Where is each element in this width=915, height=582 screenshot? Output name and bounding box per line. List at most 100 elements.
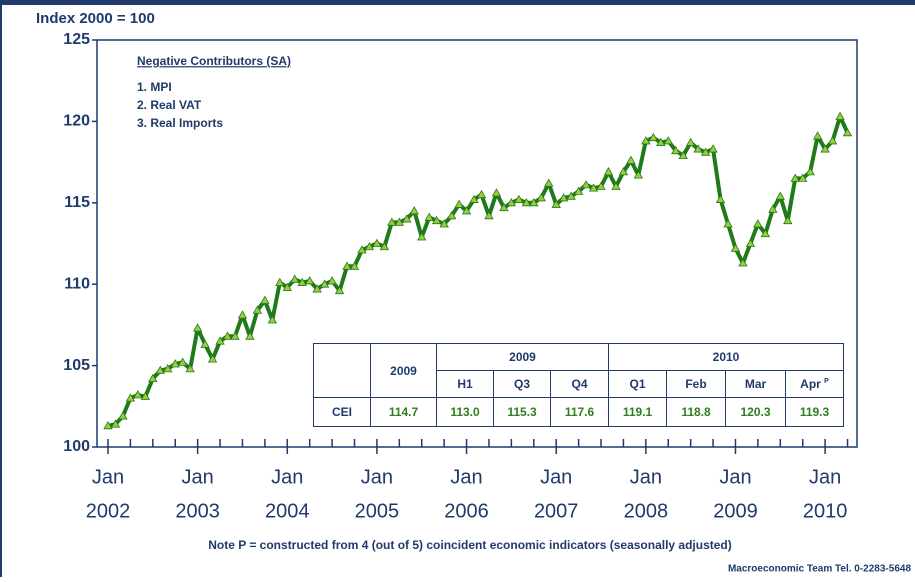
point-marker (155, 365, 165, 374)
point-marker (417, 232, 427, 241)
point-marker (499, 202, 509, 212)
point-marker (215, 336, 225, 345)
point-marker (678, 150, 688, 159)
point-marker (521, 197, 532, 207)
point-marker (745, 238, 756, 247)
point-marker (148, 373, 158, 383)
point-marker (827, 136, 838, 145)
point-marker (237, 310, 248, 319)
point-marker (760, 228, 771, 238)
y-tick-label: 125 (63, 31, 90, 48)
point-marker (491, 188, 502, 197)
point-marker (484, 211, 494, 220)
x-tick-sublabel: 2006 (444, 500, 489, 522)
point-marker (342, 261, 352, 270)
point-marker (723, 219, 733, 228)
point-marker (671, 145, 681, 155)
point-marker (207, 354, 218, 363)
x-tick-label: Jan (450, 466, 482, 488)
point-marker (566, 191, 576, 200)
table-row-label: CEI (313, 397, 371, 427)
point-marker (783, 215, 793, 225)
point-marker (290, 274, 300, 283)
point-marker (738, 258, 748, 267)
point-marker (693, 144, 703, 153)
y-tick-label: 110 (64, 275, 90, 292)
x-tick-label: Jan (182, 466, 214, 488)
point-marker (110, 419, 121, 428)
annotation-item: 3. Real Imports (137, 116, 223, 130)
point-marker (394, 217, 405, 226)
point-marker (357, 245, 367, 254)
x-tick-sublabel: 2007 (534, 500, 579, 522)
table-subheader: Feb (666, 370, 726, 398)
point-marker (573, 186, 584, 195)
point-marker (402, 214, 412, 223)
x-tick-sublabel: 2002 (86, 500, 131, 522)
point-marker (439, 219, 449, 228)
point-marker (529, 197, 539, 207)
point-marker (581, 180, 591, 189)
point-marker (424, 212, 434, 221)
table-value: 118.8 (666, 397, 726, 427)
table-subheader: Q3 (493, 370, 551, 398)
point-marker (656, 137, 666, 146)
point-marker (133, 390, 143, 399)
point-marker (461, 206, 472, 215)
point-marker (633, 170, 644, 179)
point-marker (730, 243, 741, 252)
annotation-title: Negative Contributors (SA) (137, 54, 291, 68)
point-marker (297, 277, 307, 286)
table-header: 2009 (436, 343, 609, 371)
point-marker (185, 364, 195, 373)
point-marker (558, 193, 569, 202)
point-marker (708, 144, 718, 153)
point-marker (260, 295, 270, 304)
point-marker (230, 331, 240, 340)
point-marker (372, 238, 382, 247)
note: Note P = constructed from 4 (out of 5) c… (208, 538, 732, 552)
summary-table: 2009 2009 2010 H1 Q3 Q4 Q1 Feb Mar Apr P… (313, 343, 844, 427)
table-subheader: H1 (436, 370, 494, 398)
point-marker (192, 323, 203, 332)
point-marker (431, 215, 442, 225)
axis-label: Index 2000 = 100 (36, 10, 155, 27)
table-sup: P (824, 378, 829, 385)
point-marker (118, 411, 128, 420)
y-tick-label: 115 (64, 194, 90, 211)
point-marker (222, 331, 233, 340)
point-marker (282, 282, 292, 291)
y-tick-label: 105 (63, 357, 90, 374)
point-marker (641, 136, 651, 145)
table-value: 119.1 (608, 397, 667, 427)
point-marker (446, 211, 457, 220)
point-marker (334, 285, 345, 295)
table-value: 120.3 (725, 397, 786, 427)
footer: Macroeconomic Team Tel. 0-2283-5648 (728, 564, 911, 575)
point-marker (798, 173, 808, 182)
x-tick-sublabel: 2005 (355, 500, 400, 522)
point-marker (805, 167, 815, 176)
point-marker (245, 331, 255, 340)
point-marker (454, 199, 464, 208)
x-tick-label: Jan (271, 466, 303, 488)
point-marker (596, 181, 606, 190)
point-marker (536, 193, 546, 202)
point-marker (768, 204, 778, 213)
point-marker (319, 279, 330, 288)
top-bar (0, 0, 915, 5)
x-tick-sublabel: 2004 (265, 500, 310, 522)
table-subheader: Q1 (608, 370, 667, 398)
point-marker (506, 197, 517, 207)
point-marker (312, 284, 322, 293)
point-marker (170, 359, 180, 368)
point-marker (715, 194, 726, 203)
x-tick-sublabel: 2003 (175, 500, 220, 522)
point-marker (588, 183, 599, 192)
point-marker (267, 315, 278, 324)
y-tick-label: 100 (63, 438, 90, 455)
x-tick-sublabel: 2009 (713, 500, 758, 522)
x-tick-label: Jan (92, 466, 124, 488)
